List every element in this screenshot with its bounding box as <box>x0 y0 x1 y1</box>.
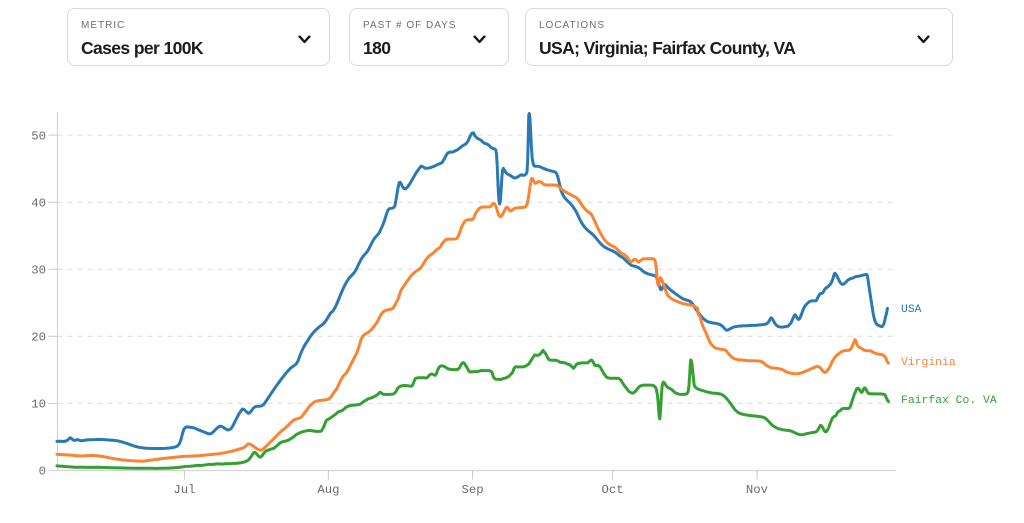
svg-text:Jul: Jul <box>173 483 195 497</box>
svg-text:Virginia: Virginia <box>901 357 956 369</box>
svg-text:20: 20 <box>31 331 46 345</box>
svg-text:50: 50 <box>31 129 46 143</box>
svg-text:Aug: Aug <box>317 483 339 497</box>
svg-text:USA: USA <box>901 304 922 316</box>
svg-text:Fairfax Co. VA: Fairfax Co. VA <box>901 395 997 407</box>
svg-text:0: 0 <box>39 465 46 479</box>
svg-text:Sep: Sep <box>462 483 484 497</box>
svg-text:Nov: Nov <box>746 483 768 497</box>
svg-text:40: 40 <box>31 196 46 210</box>
svg-text:Oct: Oct <box>602 483 624 497</box>
svg-text:30: 30 <box>31 264 46 278</box>
svg-text:10: 10 <box>31 398 46 412</box>
